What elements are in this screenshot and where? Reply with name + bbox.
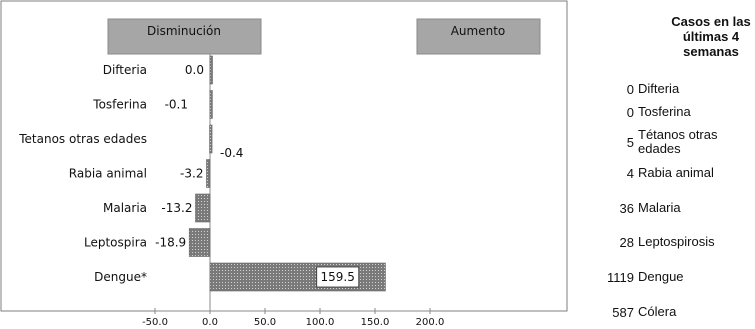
data-label: 159.5 bbox=[321, 270, 355, 284]
bar-chart: Disminución Aumento Difteria 0.0 Tosferina… bbox=[0, 0, 568, 328]
side-table-row: 0 Difteria bbox=[575, 80, 755, 98]
disease-name: Leptospirosis bbox=[638, 234, 715, 249]
data-label: -13.2 bbox=[161, 201, 192, 215]
bar bbox=[209, 90, 213, 119]
header-left-box bbox=[107, 18, 262, 55]
disease-name: Malaria bbox=[638, 200, 681, 215]
side-title-line-2: últimas 4 bbox=[682, 29, 740, 44]
data-label: 0.0 bbox=[185, 63, 204, 77]
side-title-line-3: semanas bbox=[683, 44, 739, 59]
side-title-line-1: Casos en las bbox=[671, 14, 751, 29]
case-count: 587 bbox=[612, 304, 634, 320]
category-label: Tetanos otras edades bbox=[18, 132, 147, 146]
side-table-row: 587 Cólera bbox=[575, 303, 755, 321]
bar bbox=[206, 159, 211, 188]
header-right-box bbox=[416, 18, 541, 55]
category-label: Leptospira bbox=[84, 236, 147, 250]
header-right-label: Aumento bbox=[451, 24, 506, 38]
category-label: Dengue* bbox=[94, 270, 147, 284]
side-table-row: 36 Malaria bbox=[575, 199, 755, 217]
disease-name: Rabia animal bbox=[638, 165, 714, 180]
case-count: 36 bbox=[619, 200, 634, 216]
category-label: Difteria bbox=[103, 63, 147, 77]
disease-name: Dengue bbox=[638, 269, 684, 284]
case-count: 28 bbox=[619, 234, 634, 250]
x-tick-label: 150.0 bbox=[361, 317, 390, 328]
data-label: -18.9 bbox=[155, 236, 186, 250]
side-table-title: Casos en las últimas 4 semanas bbox=[655, 14, 755, 59]
disease-name: Difteria bbox=[638, 81, 680, 96]
x-tick-label: 100.0 bbox=[306, 317, 335, 328]
data-label: -0.1 bbox=[165, 98, 188, 112]
x-tick-label: 200.0 bbox=[416, 317, 445, 328]
chart-marks: Difteria 0.0 Tosferina -0.1 Tetanos otras ed… bbox=[18, 54, 444, 328]
case-count: 5 bbox=[626, 134, 634, 150]
case-count: 1119 bbox=[607, 269, 634, 285]
data-label: -3.2 bbox=[180, 167, 203, 181]
header-left-label: Disminución bbox=[147, 24, 221, 38]
category-label: Malaria bbox=[103, 201, 147, 215]
side-table-row: 4 Rabia animal bbox=[575, 164, 755, 182]
case-count: 0 bbox=[626, 81, 634, 97]
bar bbox=[195, 193, 211, 223]
x-tick-label: -50.0 bbox=[142, 317, 168, 328]
side-table-row: 0 Tosferina bbox=[575, 103, 755, 121]
category-label: Rabia animal bbox=[69, 167, 147, 181]
case-count: 0 bbox=[626, 104, 634, 120]
bar bbox=[188, 228, 211, 257]
x-tick-label: 50.0 bbox=[254, 317, 276, 328]
data-label: -0.4 bbox=[220, 146, 243, 160]
data-label-box bbox=[316, 266, 360, 288]
x-tick-label: 0.0 bbox=[202, 317, 218, 328]
disease-name: Cólera bbox=[638, 304, 677, 319]
side-table-row: 28 Leptospirosis bbox=[575, 233, 755, 251]
header-right: Aumento bbox=[416, 18, 541, 55]
bar bbox=[209, 55, 213, 85]
bar bbox=[209, 262, 386, 292]
bar bbox=[209, 124, 213, 154]
category-label: Tosferina bbox=[92, 98, 147, 112]
disease-name: Tétanos otras edades bbox=[638, 127, 718, 156]
header-left: Disminución bbox=[107, 18, 262, 55]
side-table-row: 1119 Dengue bbox=[575, 268, 755, 286]
side-table-row: 5 Tétanos otras edades bbox=[575, 126, 755, 158]
case-count: 4 bbox=[626, 165, 634, 181]
disease-name: Tosferina bbox=[638, 104, 691, 119]
